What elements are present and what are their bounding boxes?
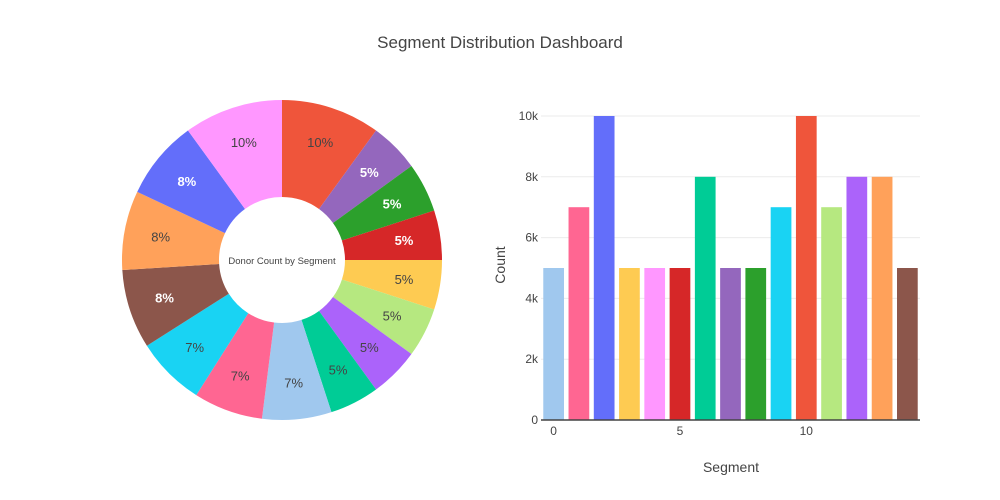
pie-slice-label: 7% [231,369,250,384]
pie-slice-label: 5% [360,340,379,355]
bar-segment-10 [795,116,817,420]
donut-chart: 10% 5% 5% 5% 5% 5% 5% 5% 7% 7% 7% 8% 8% 8% 10% Donor C… [122,100,442,420]
pie-slice-label: 5% [395,233,414,248]
bar-series [543,116,918,420]
pie-slice-label: 8% [177,174,196,189]
bar-segment-13 [871,176,893,420]
bar-gridlines [541,115,920,360]
pie-slice-0 [261,319,332,420]
x-tick-label: 5 [677,424,684,438]
pie-slice-label: 10% [307,135,333,150]
bar-segment-7 [720,268,741,420]
y-tick-label: 10k [519,109,539,123]
pie-slice-label: 5% [395,272,414,287]
y-tick-label: 4k [525,291,539,305]
y-tick-label: 6k [525,231,539,245]
pie-slice-9 [146,293,249,396]
pie-slices [122,100,442,420]
pie-slice-label: 8% [151,229,170,244]
pie-slice-4 [187,100,282,210]
pie-slice-3 [341,260,442,310]
pie-slice-12 [319,297,412,390]
bar-segment-1 [568,207,590,420]
pie-slice-label: 8% [155,291,174,306]
donut-hole-label: Donor Count by Segment [228,256,336,267]
bar-axes: 0 2k 4k 6k 8k 10k 0 5 10 [519,109,920,438]
x-tick-label: 10 [800,424,814,438]
bar-segment-0 [543,268,564,420]
bar-segment-5 [669,268,691,420]
pie-slice-10 [282,100,377,210]
pie-slice-label: 5% [383,196,402,211]
bar-segment-3 [619,268,640,420]
y-tick-label: 2k [525,352,539,366]
bar-segment-4 [644,268,666,420]
pie-slice-13 [301,310,377,413]
pie-slice-8 [332,165,435,241]
pie-slice-label: 7% [185,340,204,355]
pie-slice-label: 5% [360,165,379,180]
dashboard-title: Segment Distribution Dashboard [377,33,623,52]
pie-labels: 10% 5% 5% 5% 5% 5% 5% 5% 7% 7% 7% 8% 8% 8% 10% [151,135,414,390]
pie-slice-label: 10% [231,135,257,150]
pie-slice-6 [122,191,225,271]
pie-slice-label: 7% [284,375,303,390]
x-axis-title: Segment [703,459,759,475]
pie-slice-label: 5% [383,309,402,324]
pie-slice-7 [319,130,412,223]
pie-slice-11 [332,279,435,355]
bar-segment-6 [694,176,716,420]
y-tick-label: 8k [525,170,539,184]
pie-slice-label: 5% [329,363,348,378]
pie-slice-14 [122,263,229,346]
bar-segment-9 [770,207,792,420]
bar-segment-12 [846,176,868,420]
bar-segment-2 [593,116,615,420]
x-tick-label: 0 [550,424,557,438]
bar-segment-8 [745,268,767,420]
bar-segment-11 [821,207,842,420]
pie-slice-2 [137,130,245,234]
bar-segment-14 [897,268,918,420]
pie-slice-5 [341,210,442,260]
y-tick-label: 0 [531,413,538,427]
pie-slice-1 [196,313,275,419]
